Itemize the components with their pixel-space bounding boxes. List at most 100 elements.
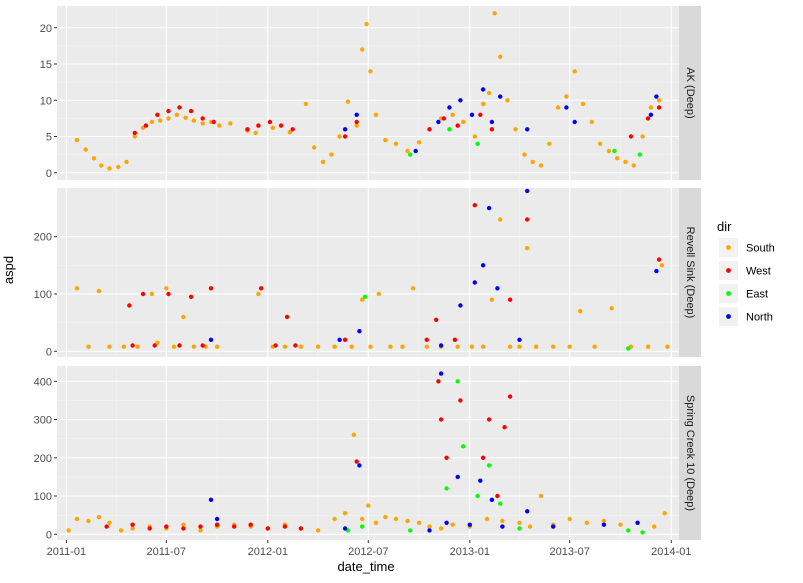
point-south <box>287 130 293 135</box>
point-south <box>228 121 233 126</box>
point-south <box>486 90 492 96</box>
point-north <box>214 516 220 522</box>
point-west <box>152 343 157 348</box>
point-south <box>130 526 135 531</box>
point-south <box>342 511 348 516</box>
point-south <box>360 297 365 302</box>
point-south <box>522 152 527 157</box>
point-north <box>525 127 530 132</box>
point-south <box>405 148 410 154</box>
point-west <box>438 417 444 422</box>
point-east <box>612 148 617 154</box>
y-tick-label: 0 <box>46 168 52 180</box>
point-south <box>631 163 636 168</box>
point-north <box>635 520 640 525</box>
x-tick-label: 2013-07 <box>550 546 590 558</box>
point-west <box>214 522 220 527</box>
point-north <box>455 474 460 480</box>
point-east <box>498 501 503 506</box>
point-west <box>232 524 237 529</box>
point-south <box>135 344 140 349</box>
point-west <box>245 127 250 132</box>
point-south <box>74 516 80 522</box>
point-north <box>489 119 495 125</box>
panel-3: 0 100 200 300 400 Spring Creek 10 (Deep) 2011-… <box>34 366 701 558</box>
point-west <box>198 524 203 529</box>
y-tick-label: 300 <box>34 415 52 427</box>
point-east <box>626 346 631 351</box>
point-south <box>489 297 495 302</box>
point-south <box>166 116 171 121</box>
point-south <box>320 159 326 165</box>
point-south <box>256 291 261 297</box>
point-north <box>572 119 577 125</box>
point-south <box>354 123 359 128</box>
point-south <box>400 344 405 349</box>
point-south <box>469 344 475 349</box>
point-west <box>480 455 486 460</box>
point-south <box>332 344 337 349</box>
y-tick-label: 400 <box>34 376 52 388</box>
point-south <box>645 344 651 349</box>
point-south <box>547 141 552 146</box>
point-north <box>525 188 530 194</box>
point-south <box>416 520 422 525</box>
point-north <box>601 522 607 527</box>
point-north <box>438 371 444 376</box>
point-south <box>551 344 556 349</box>
point-south <box>368 344 373 349</box>
facet-strip-label: Revell Sink (Deep) <box>684 227 696 319</box>
point-south <box>373 520 379 525</box>
point-south <box>198 528 203 533</box>
y-tick-label: 15 <box>40 59 52 71</box>
point-west <box>452 337 458 342</box>
facet-strip <box>679 6 701 180</box>
point-south <box>200 121 205 126</box>
point-east <box>486 463 492 468</box>
x-tick-label: 2014-01 <box>651 546 691 558</box>
facet-strip-label: AK (Deep) <box>684 67 696 118</box>
point-south <box>472 134 477 139</box>
legend-key-south <box>726 245 731 250</box>
point-west <box>273 343 278 348</box>
point-south <box>376 291 381 297</box>
point-south <box>360 516 365 522</box>
point-south <box>83 147 88 152</box>
point-south <box>498 54 503 59</box>
point-south <box>116 164 121 170</box>
point-west <box>525 217 530 222</box>
point-west <box>342 134 348 139</box>
point-north <box>427 528 432 533</box>
point-south <box>191 344 197 349</box>
point-south <box>492 11 497 16</box>
point-north <box>486 205 492 211</box>
point-south <box>214 344 220 349</box>
point-north <box>438 343 444 348</box>
point-south <box>609 306 614 311</box>
point-south <box>427 524 432 529</box>
point-south <box>618 522 623 527</box>
legend-label: West <box>746 266 771 278</box>
point-west <box>155 112 160 118</box>
point-south <box>533 344 539 349</box>
point-west <box>342 337 348 342</box>
point-west <box>507 297 513 302</box>
point-east <box>626 528 631 533</box>
legend: dir South West East North <box>717 219 775 326</box>
point-south <box>66 528 71 533</box>
point-south <box>315 344 321 349</box>
y-tick-label: 0 <box>46 529 52 541</box>
point-west <box>132 130 137 136</box>
point-north <box>489 497 495 502</box>
point-west <box>282 524 288 529</box>
point-south <box>517 520 522 525</box>
point-south <box>538 493 544 499</box>
point-south <box>517 344 522 349</box>
point-east <box>408 152 413 157</box>
point-west <box>645 116 651 121</box>
y-axis-title: aspd <box>1 256 16 284</box>
point-east <box>362 294 368 299</box>
point-north <box>208 497 214 502</box>
point-south <box>592 344 597 349</box>
point-south <box>74 286 80 291</box>
